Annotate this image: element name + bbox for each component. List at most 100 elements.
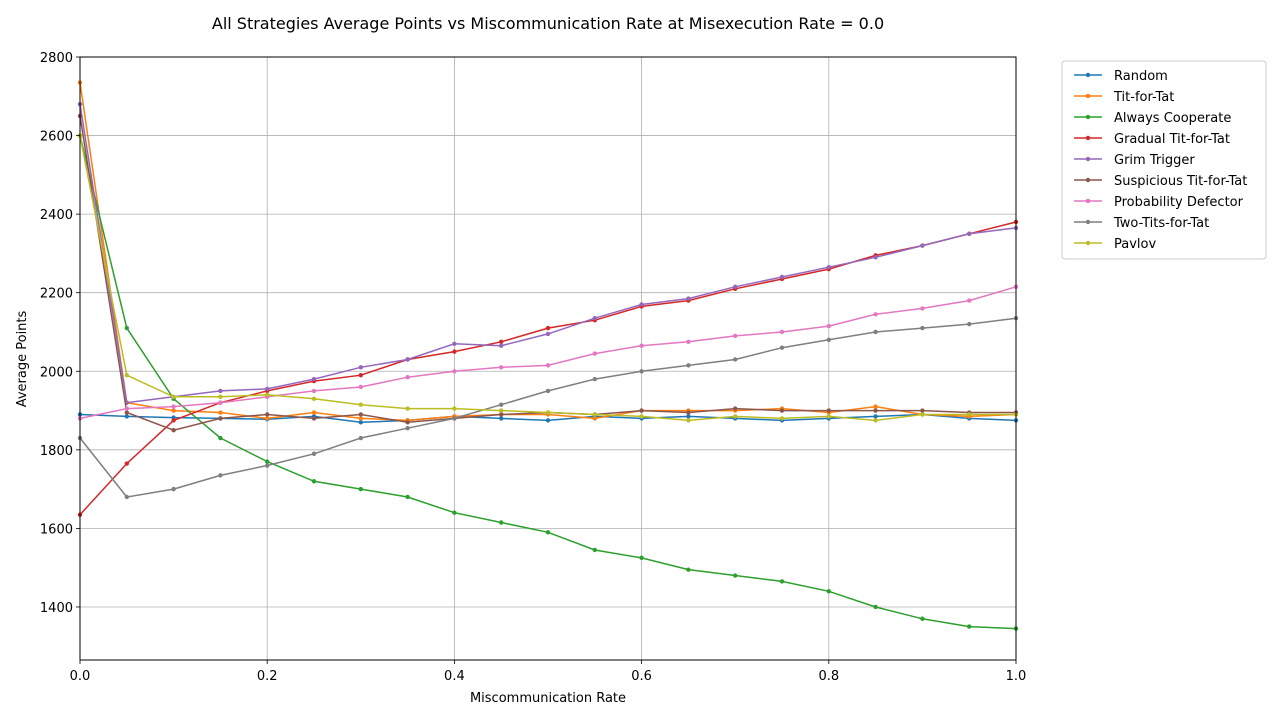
data-point <box>967 321 972 327</box>
data-point <box>218 394 223 400</box>
legend-marker <box>1085 177 1091 183</box>
data-point <box>545 418 551 423</box>
data-point <box>124 414 129 419</box>
chart-title: All Strategies Average Points vs Miscomm… <box>212 14 884 33</box>
legend-marker <box>1085 93 1091 99</box>
data-point <box>545 388 551 394</box>
legend-marker <box>1085 114 1091 120</box>
series-8 <box>77 133 1019 423</box>
series-5 <box>77 113 1019 433</box>
data-point <box>779 345 785 350</box>
legend-marker <box>1085 135 1091 141</box>
data-point <box>405 426 410 431</box>
data-point <box>265 412 270 417</box>
data-point <box>545 331 551 337</box>
data-point <box>171 404 176 409</box>
y-tick-label: 2000 <box>40 365 73 380</box>
data-point <box>873 418 878 423</box>
data-point <box>826 264 831 270</box>
data-point <box>873 408 878 413</box>
y-tick-label: 1400 <box>40 601 73 616</box>
data-point <box>358 372 363 378</box>
data-point <box>639 369 644 374</box>
x-axis-label: Miscommunication Rate <box>470 691 626 706</box>
x-tick-label: 1.0 <box>1006 669 1027 684</box>
legend-marker <box>1085 156 1091 162</box>
data-point <box>592 416 597 421</box>
data-point <box>639 343 644 348</box>
data-point <box>873 255 878 260</box>
data-point <box>311 451 317 456</box>
data-point <box>686 567 691 572</box>
data-point <box>686 410 691 415</box>
y-tick-label: 1800 <box>40 444 73 459</box>
y-axis-label: Average Points <box>15 310 30 407</box>
data-point <box>920 325 925 331</box>
data-point <box>779 408 785 413</box>
data-point <box>592 547 597 553</box>
data-point <box>545 530 551 535</box>
data-point <box>592 351 597 356</box>
data-point <box>592 376 597 382</box>
data-point <box>499 339 504 345</box>
series-line <box>79 135 1017 630</box>
data-point <box>265 459 270 464</box>
y-tick-label: 2400 <box>40 208 73 223</box>
data-point <box>218 416 223 421</box>
data-point <box>124 372 129 378</box>
legend-label: Two-Tits-for-Tat <box>1113 216 1209 231</box>
series-line <box>79 135 1016 422</box>
legend-label: Always Cooperate <box>1114 111 1231 126</box>
data-point <box>686 414 691 419</box>
data-point <box>733 573 738 578</box>
y-tick-label: 2200 <box>40 287 73 302</box>
data-point <box>499 408 504 413</box>
data-point <box>826 589 831 594</box>
legend-marker <box>1085 198 1091 204</box>
data-point <box>686 418 691 423</box>
data-point <box>499 520 504 525</box>
data-point <box>218 435 223 441</box>
data-point <box>265 386 270 392</box>
data-point <box>171 408 176 413</box>
data-point <box>920 408 925 413</box>
data-point <box>499 412 504 417</box>
x-tick-label: 0.6 <box>631 669 652 684</box>
data-point <box>499 416 504 421</box>
data-point <box>733 284 738 290</box>
data-point <box>592 412 597 417</box>
data-point <box>311 479 317 484</box>
data-point <box>358 416 363 421</box>
legend-marker <box>1085 72 1091 78</box>
y-tick-label: 2800 <box>40 51 73 66</box>
data-point <box>873 312 878 317</box>
data-point <box>499 402 504 407</box>
data-point <box>733 357 738 362</box>
data-point <box>405 374 410 380</box>
series-line <box>79 221 1017 516</box>
data-point <box>686 296 691 301</box>
data-point <box>545 410 551 415</box>
data-point <box>592 316 597 321</box>
data-point <box>826 414 831 419</box>
data-point <box>779 416 785 421</box>
y-tick-label: 1600 <box>40 522 73 537</box>
x-tick-label: 0.8 <box>818 669 839 684</box>
data-point <box>171 394 176 400</box>
data-point <box>639 302 644 307</box>
data-point <box>452 349 457 354</box>
data-point <box>218 410 223 415</box>
data-point <box>171 486 176 492</box>
data-point <box>733 333 738 339</box>
data-point <box>499 365 504 370</box>
data-point <box>779 274 785 280</box>
x-tick-label: 0.0 <box>70 669 91 684</box>
legend-box <box>1061 60 1267 260</box>
data-point <box>967 298 972 303</box>
data-point <box>686 363 691 368</box>
data-point <box>265 392 270 398</box>
data-point <box>124 461 129 466</box>
data-point <box>124 494 129 500</box>
data-point <box>545 363 551 368</box>
